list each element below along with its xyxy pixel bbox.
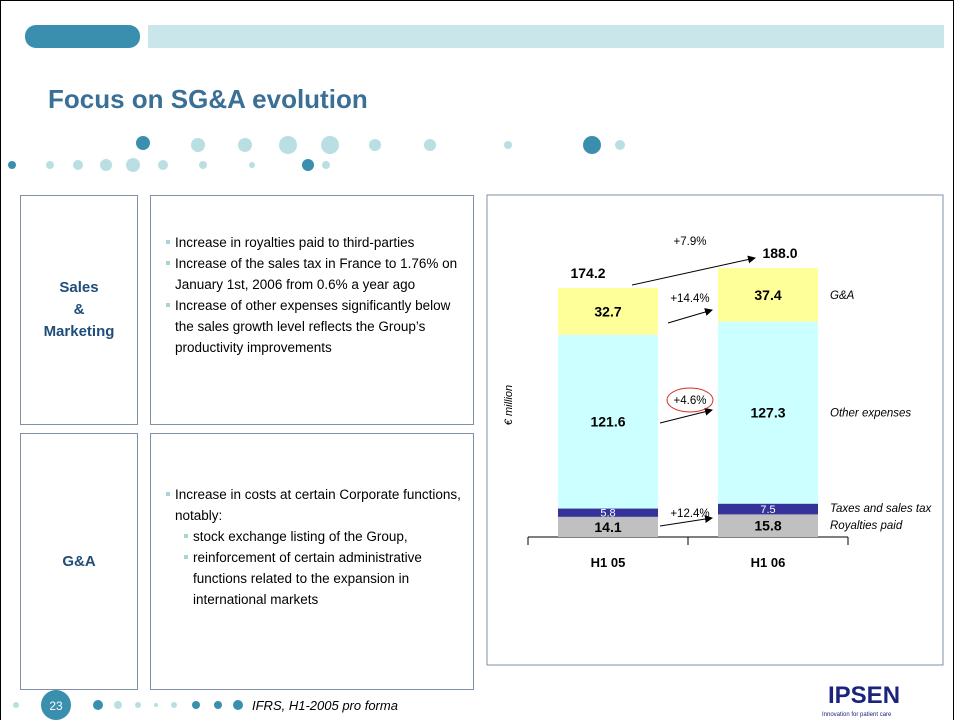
sub-list: stock exchange listing of the Group, rein…: [175, 526, 463, 610]
dots: [8, 136, 625, 720]
page-number: 23: [49, 699, 63, 713]
growth-annotation: +12.4%: [670, 508, 709, 520]
arrow: [659, 515, 713, 527]
x-tick-label: H1 05: [591, 555, 626, 570]
value-label: 5.8: [600, 508, 615, 520]
sub-bullet: stock exchange listing of the Group,: [184, 526, 463, 547]
bar-segment: [558, 287, 658, 335]
legend-label: G&A: [830, 290, 855, 302]
logo-tagline: Innovation for patient care: [822, 712, 892, 718]
value-label: 7.5: [760, 504, 775, 516]
bar-segment: [718, 503, 818, 515]
header-bar: [25, 25, 140, 48]
bullet-list: Increase in royalties paid to third-part…: [165, 232, 463, 358]
bullet-box: Increase in costs at certain Corporate f…: [150, 433, 474, 690]
bullet-text: Increase of the sales tax in France to 1…: [175, 256, 458, 292]
bar-segment: [558, 508, 658, 517]
growth-annotation: +14.4%: [670, 293, 709, 305]
section-label-line: Sales: [59, 279, 99, 296]
value-label: 127.3: [750, 405, 785, 421]
header-bar: [148, 25, 944, 48]
arrow: [667, 308, 713, 324]
bullet-text: Increase in costs at certain Corporate f…: [175, 487, 461, 523]
bullet: Increase in costs at certain Corporate f…: [166, 484, 463, 610]
highlight-circle: [666, 387, 714, 413]
chart: € million 14.15.8 121.6 32.7 174.2 H1 05 15.8 R…: [503, 236, 932, 570]
y-axis-label: € million: [503, 385, 515, 425]
bullet-list: Increase in costs at certain Corporate f…: [165, 484, 463, 610]
value-label: 121.6: [590, 414, 625, 430]
bar-segment: [718, 514, 818, 537]
footer-note: IFRS, H1-2005 pro forma: [252, 698, 398, 713]
section-label-line: G&A: [62, 552, 96, 570]
total-label: 174.2: [570, 265, 605, 281]
x-tick-label: H1 06: [751, 555, 786, 570]
section-label-line: &: [73, 301, 85, 318]
arrow: [659, 407, 713, 424]
logo: IPSEN: [828, 682, 900, 709]
section-label-line: Marketing: [43, 323, 115, 340]
bullet: Increase of other expenses significantly…: [166, 295, 463, 358]
bullet-box: Increase in royalties paid to third-part…: [150, 195, 474, 425]
sub-bullet: reinforcement of certain administrative …: [184, 547, 463, 610]
legend-label: Royalties paid: [830, 520, 903, 532]
value-label: 14.1: [594, 519, 621, 535]
bar-segment: [558, 334, 658, 509]
bar-segment: [718, 321, 818, 504]
section-label: G&A: [20, 433, 138, 690]
value-label: 32.7: [594, 303, 621, 319]
bar-segment: [718, 268, 818, 322]
value-label: 15.8: [754, 518, 781, 534]
total-label: 188.0: [762, 245, 797, 261]
bullet: Increase of the sales tax in France to 1…: [166, 253, 463, 295]
section-label: Sales & Marketing: [20, 195, 138, 425]
slide-title: Focus on SG&A evolution: [48, 84, 368, 114]
arrow: [631, 255, 756, 286]
growth-annotation: +7.9%: [674, 236, 707, 248]
growth-annotation: +4.6%: [674, 395, 707, 407]
bullet-text: Increase of other expenses significantly…: [175, 298, 451, 355]
bar-segment: [558, 516, 658, 537]
chart-frame: [486, 194, 944, 666]
bullet: Increase in royalties paid to third-part…: [166, 232, 463, 253]
value-label: 37.4: [754, 287, 781, 303]
bullet-text: Increase in royalties paid to third-part…: [175, 235, 415, 250]
legend-label: Other expenses: [830, 408, 911, 420]
legend-label: Taxes and sales tax: [830, 503, 932, 515]
